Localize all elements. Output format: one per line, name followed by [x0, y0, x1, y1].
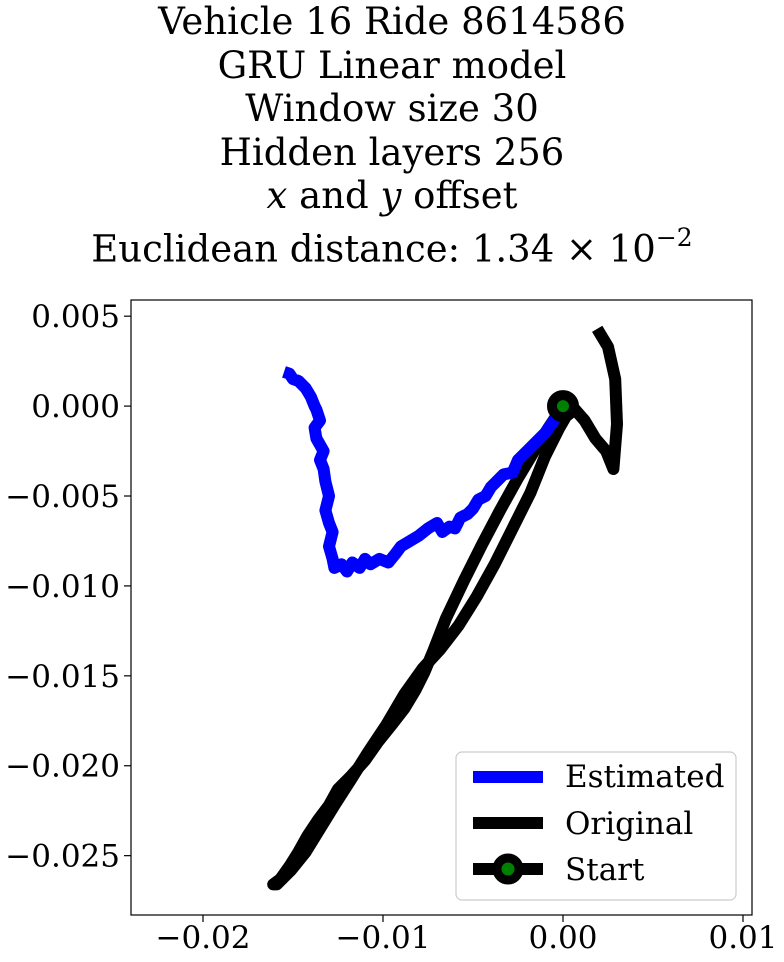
plot-frame: [130, 299, 753, 916]
title-exponent: −2: [655, 222, 693, 252]
x-tick-label: −0.01: [336, 920, 431, 956]
x-tick-label: −0.02: [156, 920, 251, 956]
y-tick-label: −0.015: [5, 659, 120, 695]
y-axis: 0.005 0.000 −0.005 −0.010 −0.015 −0.020 −0.025: [5, 299, 131, 875]
title-offset-word: offset: [401, 174, 518, 217]
legend-label-original: Original: [565, 806, 693, 842]
series-line-estimated: [282, 366, 569, 578]
y-tick-label: −0.025: [5, 839, 120, 875]
legend-swatch-start-marker: [492, 853, 524, 885]
title-x-symbol: x: [266, 174, 288, 217]
y-tick-label: −0.010: [5, 569, 120, 605]
legend: Estimated Original Start: [455, 751, 737, 901]
y-tick-label: −0.005: [5, 479, 120, 515]
y-tick-label: −0.020: [5, 749, 120, 785]
title-line-hidden: Hidden layers 256: [219, 130, 565, 174]
title-y-symbol: y: [380, 174, 402, 217]
x-axis: −0.02 −0.01 0.00 0.01: [156, 915, 778, 956]
title-line-offset: x and y offset: [0, 174, 784, 218]
title-times-ten: × 10: [554, 226, 656, 270]
chart-title: Vehicle 16 Ride 8614586 GRU Linear model…: [0, 0, 784, 270]
title-line-distance: Euclidean distance: 1.34 × 10−2: [0, 218, 784, 271]
x-tick-label: 0.01: [708, 920, 777, 956]
title-line-vehicle: Vehicle 16 Ride 8614586: [158, 0, 626, 43]
title-line-window: Window size 30: [245, 87, 539, 130]
title-line-model: GRU Linear model: [217, 43, 567, 87]
title-distance-text: Euclidean distance: 1.34: [91, 226, 555, 270]
title-and-word: and: [287, 174, 381, 217]
y-tick-label: 0.000: [31, 389, 120, 425]
x-tick-label: 0.00: [528, 920, 597, 956]
plot-lines: [267, 325, 623, 891]
start-marker: [547, 390, 579, 423]
legend-label-estimated: Estimated: [565, 759, 724, 795]
y-tick-label: 0.005: [31, 299, 120, 335]
legend-label-start: Start: [565, 852, 645, 888]
